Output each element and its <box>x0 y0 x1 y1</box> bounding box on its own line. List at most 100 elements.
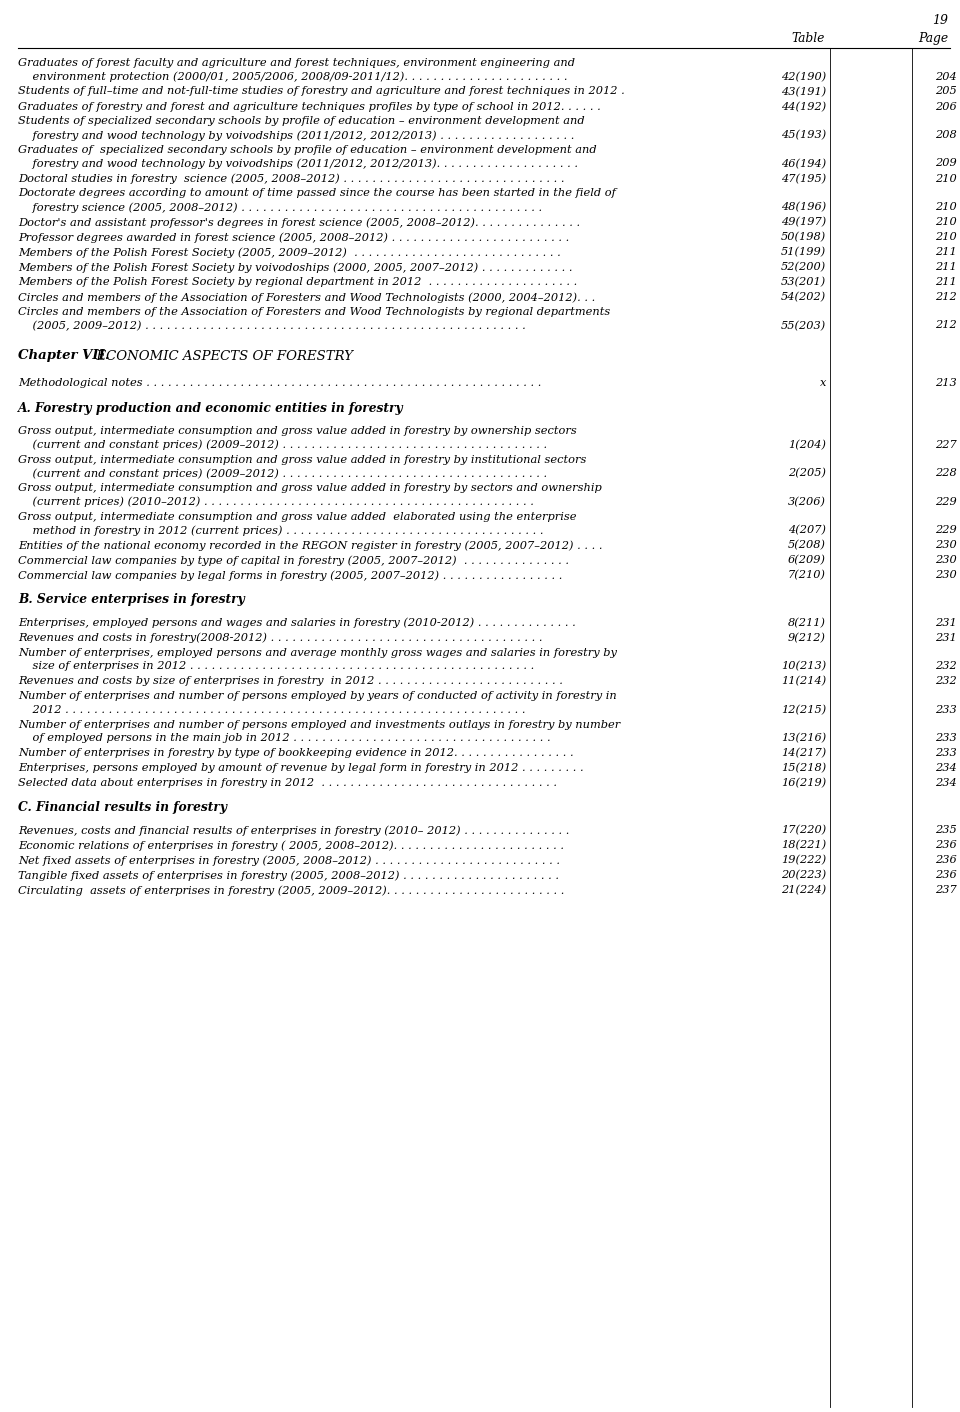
Text: 13(216): 13(216) <box>780 733 826 743</box>
Text: 231: 231 <box>935 617 957 627</box>
Text: 229: 229 <box>935 525 957 535</box>
Text: 43(191): 43(191) <box>780 86 826 97</box>
Text: Doctoral studies in forestry  science (2005, 2008–2012) . . . . . . . . . . . . : Doctoral studies in forestry science (20… <box>18 174 564 184</box>
Text: of employed persons in the main job in 2012 . . . . . . . . . . . . . . . . . . : of employed persons in the main job in 2… <box>18 733 551 743</box>
Text: Commercial law companies by legal forms in forestry (2005, 2007–2012) . . . . . : Commercial law companies by legal forms … <box>18 570 563 580</box>
Text: 227: 227 <box>935 439 957 450</box>
Text: Students of full–time and not-full-time studies of forestry and agriculture and : Students of full–time and not-full-time … <box>18 86 625 96</box>
Text: 45(193): 45(193) <box>780 130 826 140</box>
Text: Table: Table <box>792 32 825 45</box>
Text: 49(197): 49(197) <box>780 217 826 227</box>
Text: 53(201): 53(201) <box>780 277 826 287</box>
Text: Revenues, costs and financial results of enterprises in forestry (2010– 2012) . : Revenues, costs and financial results of… <box>18 826 569 836</box>
Text: 55(203): 55(203) <box>780 321 826 330</box>
Text: 4(207): 4(207) <box>788 525 826 535</box>
Text: Professor degrees awarded in forest science (2005, 2008–2012) . . . . . . . . . : Professor degrees awarded in forest scie… <box>18 232 569 243</box>
Text: 6(209): 6(209) <box>788 555 826 566</box>
Text: Circulating  assets of enterprises in forestry (2005, 2009–2012). . . . . . . . : Circulating assets of enterprises in for… <box>18 885 564 897</box>
Text: 210: 210 <box>935 174 957 184</box>
Text: Members of the Polish Forest Society (2005, 2009–2012)  . . . . . . . . . . . . : Members of the Polish Forest Society (20… <box>18 247 561 257</box>
Text: Members of the Polish Forest Society by voivodoships (2000, 2005, 2007–2012) . .: Members of the Polish Forest Society by … <box>18 263 572 273</box>
Text: forestry and wood technology by voivodships (2011/2012, 2012/2013). . . . . . . : forestry and wood technology by voivodsh… <box>18 158 578 169</box>
Text: 46(194): 46(194) <box>780 158 826 169</box>
Text: 47(195): 47(195) <box>780 174 826 184</box>
Text: 54(202): 54(202) <box>780 292 826 302</box>
Text: 230: 230 <box>935 541 957 551</box>
Text: 21(224): 21(224) <box>780 885 826 895</box>
Text: 11(214): 11(214) <box>780 676 826 686</box>
Text: (current and constant prices) (2009–2012) . . . . . . . . . . . . . . . . . . . : (current and constant prices) (2009–2012… <box>18 469 547 479</box>
Text: 51(199): 51(199) <box>780 247 826 257</box>
Text: Circles and members of the Association of Foresters and Wood Technologists (2000: Circles and members of the Association o… <box>18 292 595 302</box>
Text: Commercial law companies by type of capital in forestry (2005, 2007–2012)  . . .: Commercial law companies by type of capi… <box>18 555 569 566</box>
Text: Number of enterprises and number of persons employed and investments outlays in : Number of enterprises and number of pers… <box>18 720 620 730</box>
Text: 209: 209 <box>935 158 957 168</box>
Text: (2005, 2009–2012) . . . . . . . . . . . . . . . . . . . . . . . . . . . . . . . : (2005, 2009–2012) . . . . . . . . . . . … <box>18 321 526 330</box>
Text: 212: 212 <box>935 321 957 330</box>
Text: A. Forestry production and economic entities in forestry: A. Forestry production and economic enti… <box>18 402 403 415</box>
Text: Tangible fixed assets of enterprises in forestry (2005, 2008–2012) . . . . . . .: Tangible fixed assets of enterprises in … <box>18 870 559 881</box>
Text: 20(223): 20(223) <box>780 870 826 881</box>
Text: 42(190): 42(190) <box>780 72 826 82</box>
Text: Doctor's and assistant professor's degrees in forest science (2005, 2008–2012). : Doctor's and assistant professor's degre… <box>18 217 580 227</box>
Text: (current and constant prices) (2009–2012) . . . . . . . . . . . . . . . . . . . : (current and constant prices) (2009–2012… <box>18 439 547 450</box>
Text: forestry and wood technology by voivodships (2011/2012, 2012/2013) . . . . . . .: forestry and wood technology by voivodsh… <box>18 130 574 141</box>
Text: 232: 232 <box>935 676 957 686</box>
Text: 18(221): 18(221) <box>780 840 826 850</box>
Text: 1(204): 1(204) <box>788 439 826 450</box>
Text: Entities of the national economy recorded in the REGON register in forestry (200: Entities of the national economy recorde… <box>18 541 603 551</box>
Text: C. Financial results in forestry: C. Financial results in forestry <box>18 801 227 815</box>
Text: 44(192): 44(192) <box>780 102 826 112</box>
Text: 236: 236 <box>935 840 957 850</box>
Text: Revenues and costs by size of enterprises in forestry  in 2012 . . . . . . . . .: Revenues and costs by size of enterprise… <box>18 676 563 686</box>
Text: Page: Page <box>918 32 948 45</box>
Text: 237: 237 <box>935 885 957 895</box>
Text: 2(205): 2(205) <box>788 469 826 479</box>
Text: 213: 213 <box>935 378 957 388</box>
Text: method in forestry in 2012 (current prices) . . . . . . . . . . . . . . . . . . : method in forestry in 2012 (current pric… <box>18 525 543 537</box>
Text: 230: 230 <box>935 555 957 565</box>
Text: 235: 235 <box>935 826 957 836</box>
Text: 2012 . . . . . . . . . . . . . . . . . . . . . . . . . . . . . . . . . . . . . .: 2012 . . . . . . . . . . . . . . . . . .… <box>18 705 525 714</box>
Text: 233: 233 <box>935 733 957 743</box>
Text: 15(218): 15(218) <box>780 762 826 774</box>
Text: 17(220): 17(220) <box>780 826 826 836</box>
Text: 228: 228 <box>935 469 957 479</box>
Text: size of enterprises in 2012 . . . . . . . . . . . . . . . . . . . . . . . . . . : size of enterprises in 2012 . . . . . . … <box>18 661 535 671</box>
Text: 230: 230 <box>935 570 957 580</box>
Text: Selected data about enterprises in forestry in 2012  . . . . . . . . . . . . . .: Selected data about enterprises in fores… <box>18 778 557 788</box>
Text: 211: 211 <box>935 247 957 257</box>
Text: Graduates of forestry and forest and agriculture techniques profiles by type of : Graduates of forestry and forest and agr… <box>18 102 601 112</box>
Text: Doctorate degrees according to amount of time passed since the course has been s: Doctorate degrees according to amount of… <box>18 188 616 199</box>
Text: Net fixed assets of enterprises in forestry (2005, 2008–2012) . . . . . . . . . : Net fixed assets of enterprises in fores… <box>18 856 560 866</box>
Text: Economic relations of enterprises in forestry ( 2005, 2008–2012). . . . . . . . : Economic relations of enterprises in for… <box>18 840 564 851</box>
Text: 52(200): 52(200) <box>780 263 826 273</box>
Text: 211: 211 <box>935 263 957 273</box>
Text: Enterprises, persons employed by amount of revenue by legal form in forestry in : Enterprises, persons employed by amount … <box>18 762 584 774</box>
Text: Revenues and costs in forestry(2008-2012) . . . . . . . . . . . . . . . . . . . : Revenues and costs in forestry(2008-2012… <box>18 633 542 642</box>
Text: Enterprises, employed persons and wages and salaries in forestry (2010-2012) . .: Enterprises, employed persons and wages … <box>18 617 576 628</box>
Text: 233: 233 <box>935 748 957 758</box>
Text: Number of enterprises and number of persons employed by years of conducted of ac: Number of enterprises and number of pers… <box>18 690 616 702</box>
Text: 234: 234 <box>935 762 957 774</box>
Text: x: x <box>820 378 826 388</box>
Text: environment protection (2000/01, 2005/2006, 2008/09-2011/12). . . . . . . . . . : environment protection (2000/01, 2005/20… <box>18 72 567 82</box>
Text: 16(219): 16(219) <box>780 778 826 788</box>
Text: 234: 234 <box>935 778 957 788</box>
Text: 206: 206 <box>935 102 957 112</box>
Text: 205: 205 <box>935 86 957 96</box>
Text: 14(217): 14(217) <box>780 748 826 758</box>
Text: 212: 212 <box>935 292 957 302</box>
Text: forestry science (2005, 2008–2012) . . . . . . . . . . . . . . . . . . . . . . .: forestry science (2005, 2008–2012) . . .… <box>18 202 542 213</box>
Text: 7(210): 7(210) <box>788 570 826 580</box>
Text: 50(198): 50(198) <box>780 232 826 243</box>
Text: Graduates of  specialized secondary schools by profile of education – environmen: Graduates of specialized secondary schoo… <box>18 145 596 155</box>
Text: 19: 19 <box>932 14 948 27</box>
Text: 3(206): 3(206) <box>788 497 826 507</box>
Text: 210: 210 <box>935 232 957 241</box>
Text: 5(208): 5(208) <box>788 541 826 551</box>
Text: Methodological notes . . . . . . . . . . . . . . . . . . . . . . . . . . . . . .: Methodological notes . . . . . . . . . .… <box>18 378 541 388</box>
Text: Gross output, intermediate consumption and gross value added in forestry by owne: Gross output, intermediate consumption a… <box>18 426 577 436</box>
Text: 204: 204 <box>935 72 957 82</box>
Text: Number of enterprises in forestry by type of bookkeeping evidence in 2012. . . .: Number of enterprises in forestry by typ… <box>18 748 574 758</box>
